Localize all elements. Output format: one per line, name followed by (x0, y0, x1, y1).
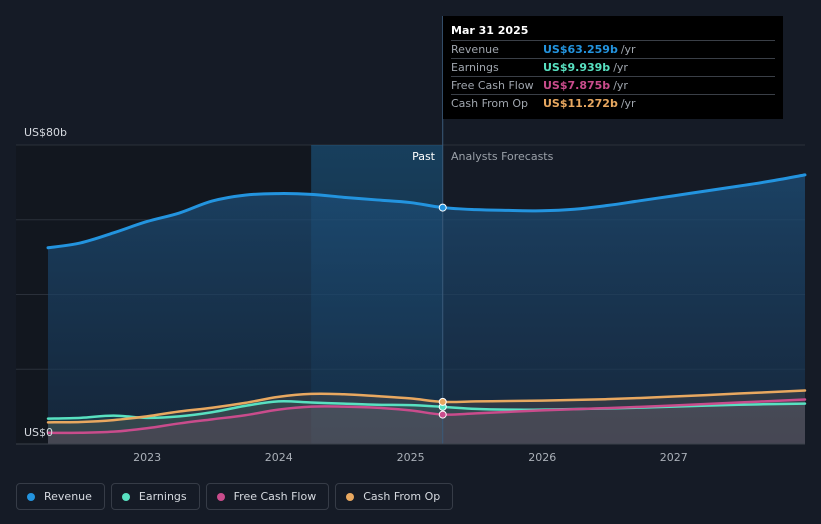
legend: Revenue Earnings Free Cash Flow Cash Fro… (16, 483, 459, 510)
series-area-revenue (48, 174, 805, 444)
y-axis-label-bottom: US$0 (24, 426, 53, 439)
legend-label: Cash From Op (363, 490, 441, 503)
point-marker-revenue (438, 203, 447, 212)
x-tick-label: 2026 (528, 451, 556, 464)
tooltip-value: US$9.939b (543, 61, 611, 74)
legend-item-cash-from-op[interactable]: Cash From Op (335, 483, 454, 510)
legend-item-revenue[interactable]: Revenue (16, 483, 105, 510)
legend-label: Free Cash Flow (233, 490, 317, 503)
tooltip-row-revenue: Revenue US$63.259b /yr (451, 40, 775, 58)
legend-label: Earnings (138, 490, 187, 503)
series-areas (48, 174, 805, 444)
tooltip-date: Mar 31 2025 (451, 24, 529, 37)
x-tick-labels: 2023 2024 2025 2026 2027 (133, 451, 688, 464)
tooltip-unit: /yr (613, 79, 628, 92)
tooltip-unit: /yr (613, 61, 628, 74)
series-line-cash-from-op (46, 389, 807, 424)
tooltip-label: Earnings (451, 61, 499, 74)
tooltip-label: Revenue (451, 43, 499, 56)
series-area-cash-from-op (48, 390, 805, 444)
x-tick-label: 2024 (265, 451, 293, 464)
earnings-dot-icon (121, 492, 130, 501)
past-label: Past (412, 150, 436, 163)
revenue-dot-icon (27, 492, 35, 501)
forecast-label: Analysts Forecasts (451, 150, 554, 163)
tooltip-row-earnings: Earnings US$9.939b /yr (451, 58, 775, 76)
series-line-free-cash-flow (46, 398, 807, 435)
tooltip-unit: /yr (620, 43, 636, 56)
point-marker-cash-from-op (438, 397, 447, 406)
free-cash-flow-dot-icon (216, 492, 225, 501)
tooltip-label: Cash From Op (451, 97, 529, 110)
series-area-earnings (48, 401, 805, 444)
series-line-revenue (46, 173, 807, 250)
tooltip-unit: /yr (620, 97, 636, 110)
x-tick-label: 2027 (660, 451, 688, 464)
point-marker-free-cash-flow (438, 410, 447, 419)
tooltip-label: Free Cash Flow (451, 79, 534, 92)
y-axis-label-top: US$80b (24, 126, 67, 139)
tooltip-row-free-cash-flow: Free Cash Flow US$7.875b /yr (451, 76, 775, 94)
legend-item-free-cash-flow[interactable]: Free Cash Flow (205, 483, 330, 510)
tooltip-value: US$63.259b (543, 43, 618, 56)
tooltip-value: US$11.272b (543, 97, 618, 110)
series-area-free-cash-flow (48, 399, 805, 444)
tooltip-row-cash-from-op: Cash From Op US$11.272b /yr (451, 94, 775, 112)
x-tick-label: 2025 (397, 451, 425, 464)
tooltip: Mar 31 2025 Revenue US$63.259b /yr Earni… (443, 16, 783, 119)
series-lines (46, 173, 807, 435)
cash-from-op-dot-icon (346, 492, 355, 501)
x-tick-label: 2023 (133, 451, 161, 464)
legend-item-earnings[interactable]: Earnings (110, 483, 200, 510)
legend-label: Revenue (44, 490, 92, 503)
tooltip-value: US$7.875b (543, 79, 611, 92)
highlight-markers (438, 203, 447, 419)
